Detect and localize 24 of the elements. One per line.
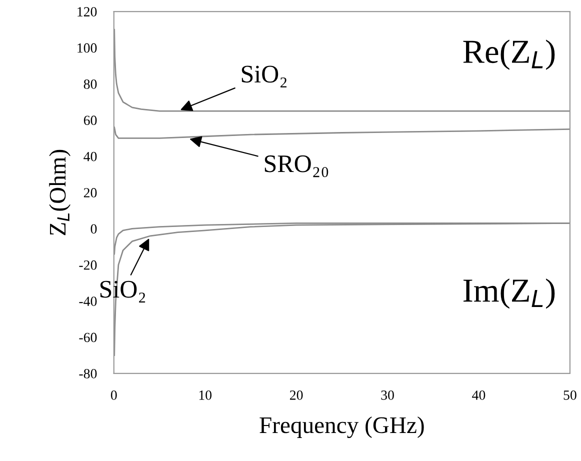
y-tick-label: 40 (84, 152, 97, 162)
annotation: Im(Z$_{L}$) (463, 278, 555, 309)
x-tick-label: 30 (381, 390, 394, 400)
annotation: SiO₂ (100, 280, 146, 303)
y-tick-label: -60 (79, 332, 97, 342)
annotation: Re(Z$_{L}$) (463, 40, 555, 70)
x-axis-title: Frequency (GHz) (260, 416, 424, 438)
x-tick-label: 20 (290, 390, 303, 400)
y-tick-label: 120 (78, 7, 97, 16)
x-tick-label: 0 (110, 390, 117, 400)
annotation: SRO₂₀ (264, 155, 328, 178)
y-tick-label: 100 (78, 43, 97, 53)
x-tick-label: 40 (472, 390, 486, 400)
x-tick-label: 50 (564, 390, 576, 400)
y-tick-label: 0 (90, 224, 97, 234)
y-tick-label: -80 (79, 368, 97, 378)
y-tick-label: 60 (84, 116, 97, 126)
annotation: SiO₂ (242, 66, 286, 88)
x-tick-label: 10 (199, 390, 212, 400)
y-axis-title: Z$_{L}$(Ohm) (49, 150, 71, 236)
y-tick-label: -40 (79, 296, 97, 306)
y-tick-label: 80 (84, 79, 97, 89)
y-tick-label: -20 (79, 260, 97, 270)
y-tick-label: 20 (84, 188, 97, 198)
